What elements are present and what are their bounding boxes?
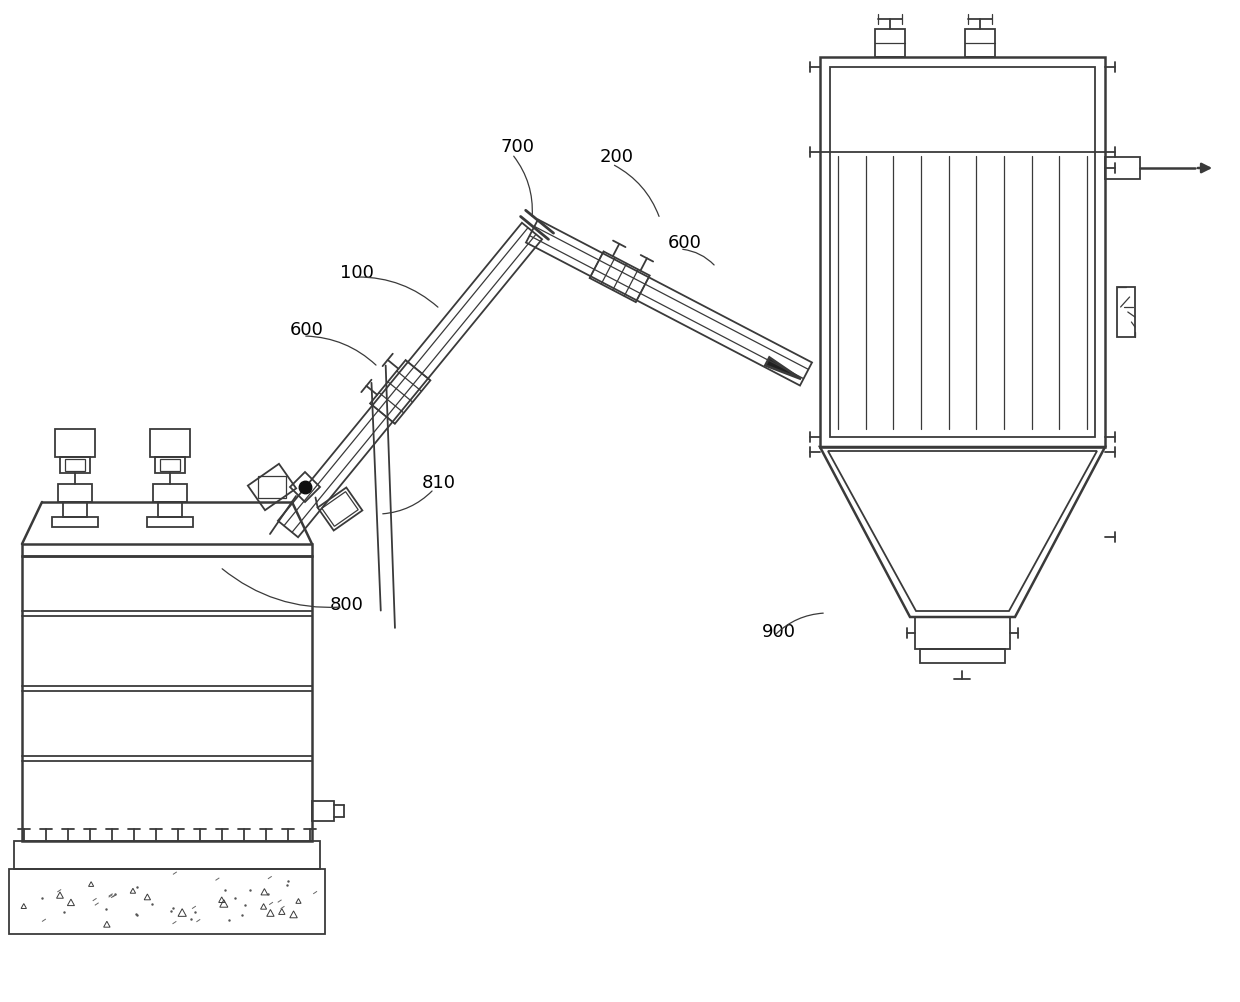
Bar [9, 869, 325, 934]
Text: 700: 700 [500, 138, 534, 156]
Bar [64, 460, 86, 472]
Polygon shape [765, 358, 801, 380]
Bar [965, 30, 994, 58]
Bar [820, 58, 1105, 448]
Bar [258, 477, 286, 499]
Bar [63, 502, 87, 517]
Text: 100: 100 [340, 264, 374, 282]
Text: 900: 900 [763, 622, 796, 640]
Bar [150, 430, 190, 458]
Bar [153, 485, 187, 502]
Text: 810: 810 [422, 474, 456, 492]
Bar [14, 841, 320, 869]
Bar [1105, 158, 1140, 179]
Bar [52, 517, 98, 527]
Text: 200: 200 [600, 148, 634, 166]
Bar [55, 430, 95, 458]
Bar [22, 544, 312, 556]
Bar [148, 517, 193, 527]
Bar [875, 30, 905, 58]
Bar [915, 617, 1011, 649]
Bar [155, 458, 185, 474]
Bar [160, 460, 180, 472]
Bar [22, 556, 312, 841]
Bar [312, 802, 334, 822]
Bar [60, 458, 91, 474]
Bar [830, 68, 1095, 438]
Text: 600: 600 [290, 321, 324, 339]
Bar [920, 649, 1004, 663]
Bar [58, 485, 92, 502]
Text: 800: 800 [330, 595, 363, 613]
Bar [1117, 288, 1135, 338]
Text: 600: 600 [668, 233, 702, 252]
Bar [157, 502, 182, 517]
